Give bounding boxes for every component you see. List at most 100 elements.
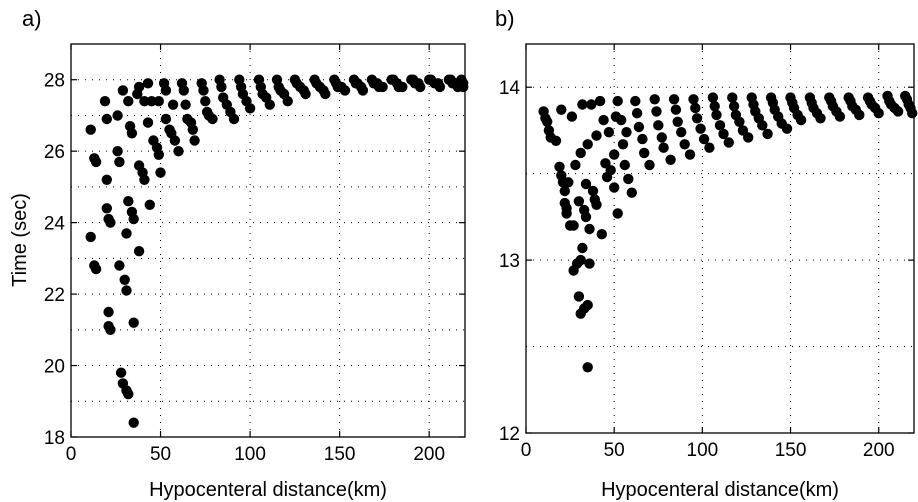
- panel-b-data-point: [609, 149, 620, 160]
- panel-b-data-point: [580, 178, 592, 190]
- panel-a-data-point: [282, 96, 293, 107]
- panel-a-data-point: [357, 85, 369, 96]
- panel-a-data-point: [189, 135, 200, 146]
- panel-a-y-tick-label: 26: [44, 142, 65, 163]
- panel-b-data-point: [637, 133, 648, 145]
- panel-b-label: b): [495, 6, 515, 31]
- panel-a-grid: [71, 44, 465, 437]
- panel-b-data-point: [584, 258, 595, 269]
- panel-b-data-point: [704, 142, 715, 153]
- panel-a-data-point: [169, 135, 181, 146]
- panel-a-chart: a) 0 50 100 150 200 18 20 22 24 26 28 Hypocenteral…: [9, 6, 469, 501]
- panel-a-data-point: [187, 124, 198, 135]
- panel-a-data-point: [123, 196, 134, 207]
- panel-b-data-point: [670, 104, 682, 115]
- panel-b-data-point: [561, 203, 572, 214]
- panel-b-data-point: [559, 185, 570, 197]
- panel-b-y-tick-label: 14: [499, 78, 521, 99]
- panel-a-y-tick-label: 22: [44, 285, 65, 306]
- panel-b-data-point: [709, 101, 720, 112]
- panel-b-data-point: [757, 120, 768, 131]
- panel-a-y-tick-label: 28: [44, 71, 65, 92]
- panel-b-data-point: [668, 94, 680, 105]
- panel-b-data-point: [575, 147, 586, 159]
- panel-a-data-point: [200, 96, 211, 107]
- panel-a-data-point: [115, 367, 127, 378]
- panel-a-data-point: [244, 103, 256, 114]
- panel-b-data-point: [594, 95, 606, 107]
- panel-a-data-point: [160, 85, 172, 96]
- panel-b-data-point: [612, 208, 623, 219]
- panel-b-data-point: [582, 139, 593, 150]
- panel-b-data-point: [649, 94, 660, 105]
- panel-b-data-point: [568, 220, 579, 231]
- panel-a-data-point: [153, 96, 164, 107]
- panel-a-y-tick-label: 20: [44, 357, 65, 378]
- panel-a-data-point: [90, 263, 102, 275]
- panel-a-plot-frame: [70, 43, 466, 438]
- panel-b-data-point: [892, 106, 904, 117]
- panel-b-data-point: [554, 161, 565, 172]
- panel-a-data-point: [121, 228, 132, 239]
- panel-b-data-point: [698, 133, 710, 145]
- panel-b-data-point: [584, 223, 595, 235]
- panel-b-data-point: [577, 242, 588, 254]
- panel-b-data-point: [690, 102, 701, 114]
- panel-b-data-point: [591, 130, 602, 141]
- panel-a-data-point: [123, 96, 134, 107]
- panel-b-data-point: [676, 127, 687, 138]
- panel-a-data-point: [101, 203, 113, 214]
- panel-b-data-point: [734, 116, 745, 128]
- panel-b-data-point: [630, 95, 641, 107]
- panel-b-data-point: [795, 114, 807, 126]
- panel-a-data-point: [90, 156, 102, 168]
- panel-b-data-point: [596, 229, 607, 240]
- panel-b-data-point: [727, 92, 738, 103]
- panel-b-data-point: [573, 196, 585, 207]
- panel-a-data-point: [216, 81, 227, 93]
- panel-b-data-point: [743, 132, 754, 143]
- panel-a-data-point: [105, 217, 116, 228]
- panel-b-data-point: [691, 113, 703, 124]
- panel-b-data-point: [586, 99, 597, 110]
- panel-b-x-tick-label: 200: [863, 440, 895, 461]
- panel-a-data-point: [458, 81, 469, 93]
- panel-a-data-point: [103, 306, 114, 318]
- panel-a-x-tick-label: 0: [66, 444, 77, 465]
- panel-b-data-point: [582, 362, 593, 373]
- panel-a-x-tick-label: 100: [234, 444, 266, 465]
- panel-b-data-point: [781, 123, 793, 134]
- panel-a-points: [85, 74, 469, 428]
- panel-b-data-point: [566, 111, 578, 122]
- panel-b-data-point: [631, 108, 643, 119]
- panel-a-data-point: [142, 78, 154, 89]
- panel-b-data-point: [684, 149, 696, 160]
- panel-b-data-point: [556, 104, 567, 115]
- panel-a-data-point: [101, 174, 113, 185]
- panel-b-data-point: [679, 139, 690, 150]
- panel-a-data-point: [300, 88, 311, 100]
- panel-a-data-point: [434, 81, 446, 93]
- panel-b-x-tick-label: 0: [521, 440, 532, 461]
- panel-b-data-point: [626, 187, 637, 198]
- panel-b-data-point: [651, 106, 662, 117]
- panel-b-data-point: [688, 94, 699, 105]
- panel-b-data-point: [623, 173, 634, 185]
- panel-b-x-tick-label: 100: [687, 440, 719, 461]
- panel-a-data-point: [117, 85, 129, 96]
- panel-b-y-tick-label: 13: [499, 251, 520, 272]
- panel-b-data-point: [815, 113, 826, 124]
- panel-a-data-point: [160, 113, 172, 125]
- panel-a-data-point: [121, 285, 132, 296]
- panel-b-data-point: [633, 121, 645, 133]
- panel-b-data-point: [563, 177, 574, 188]
- panel-a-y-tick-label: 18: [44, 428, 65, 449]
- panel-b-x-tick-label: 50: [604, 440, 625, 461]
- panel-a-data-point: [139, 96, 150, 107]
- panel-a-data-point: [146, 96, 157, 107]
- panel-a-x-tick-label: 150: [324, 444, 356, 465]
- panel-a-data-point: [119, 274, 130, 285]
- panel-b-data-point: [612, 95, 623, 107]
- panel-b-points: [538, 90, 918, 373]
- panel-b-data-point: [542, 116, 553, 128]
